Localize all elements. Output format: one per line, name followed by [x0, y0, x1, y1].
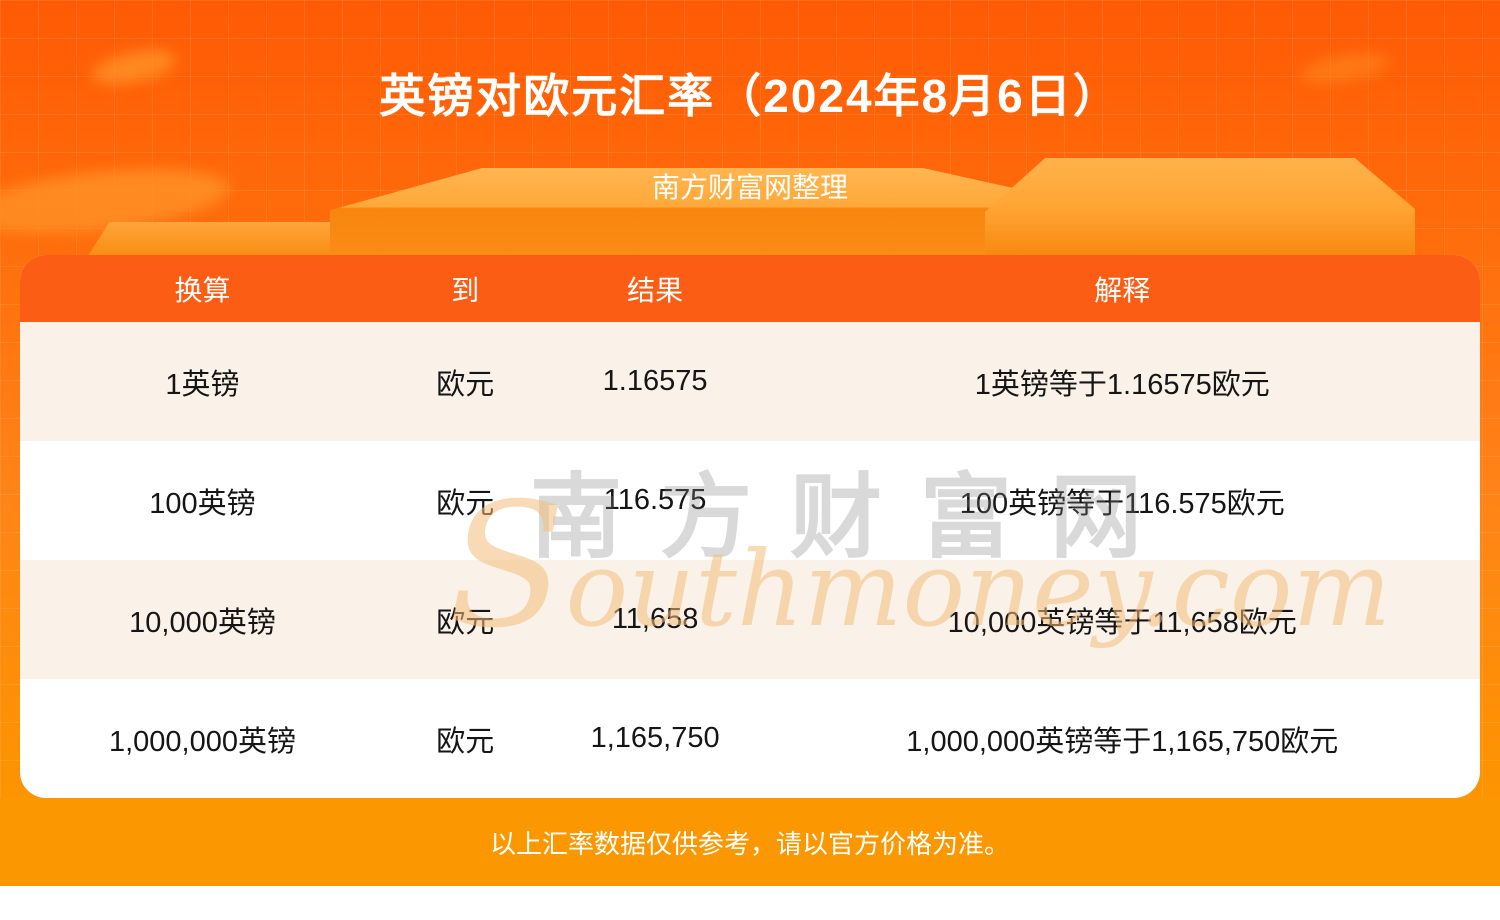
cell-conversion: 1,000,000英镑: [108, 725, 296, 758]
cell-to: 欧元: [436, 368, 495, 401]
cell-result: 1,165,750: [590, 722, 720, 754]
disclaimer-text: 以上汇率数据仅供参考，请以官方价格为准。: [489, 828, 1010, 859]
cell-conversion: 10,000英镑: [129, 606, 276, 639]
bottom-white-strip: [0, 886, 1500, 920]
column-header-explanation: 解释: [1094, 274, 1151, 306]
cell-explanation: 1英镑等于1.16575欧元: [974, 368, 1270, 401]
column-header-to: 到: [451, 274, 480, 306]
cell-to: 欧元: [436, 487, 495, 520]
disclaimer-bar: 以上汇率数据仅供参考，请以官方价格为准。: [0, 798, 1500, 886]
exchange-rate-table-card: 换算 到 结果 解释 1英镑 欧元 1.16575 1英镑等于1.16575欧元…: [20, 255, 1480, 798]
page-title: 英镑对欧元汇率（2024年8月6日）: [379, 70, 1121, 122]
cell-result: 116.575: [603, 484, 707, 516]
table-row: 1,000,000英镑 欧元 1,165,750 1,000,000英镑等于1,…: [20, 679, 1480, 798]
cell-to: 欧元: [436, 725, 495, 758]
table-row: 100英镑 欧元 116.575 100英镑等于116.575欧元: [20, 441, 1480, 560]
cell-conversion: 1英镑: [165, 368, 240, 401]
cell-to: 欧元: [436, 606, 495, 639]
podium-decoration-right: [985, 158, 1415, 256]
cell-explanation: 100英镑等于116.575欧元: [959, 487, 1285, 520]
column-header-result: 结果: [627, 274, 684, 306]
cell-conversion: 100英镑: [149, 487, 256, 520]
table-row: 1英镑 欧元 1.16575 1英镑等于1.16575欧元: [20, 322, 1480, 441]
podium-decoration-center: [330, 168, 1090, 256]
page-subtitle: 南方财富网整理: [651, 172, 848, 203]
cell-result: 1.16575: [602, 365, 708, 397]
cell-explanation: 1,000,000英镑等于1,165,750欧元: [906, 725, 1339, 758]
column-header-conversion: 换算: [174, 274, 231, 306]
table-row: 10,000英镑 欧元 11,658 10,000英镑等于11,658欧元: [20, 560, 1480, 679]
cell-explanation: 10,000英镑等于11,658欧元: [947, 606, 1297, 639]
table-header-row: 换算 到 结果 解释: [20, 255, 1480, 322]
cell-result: 11,658: [611, 603, 699, 635]
